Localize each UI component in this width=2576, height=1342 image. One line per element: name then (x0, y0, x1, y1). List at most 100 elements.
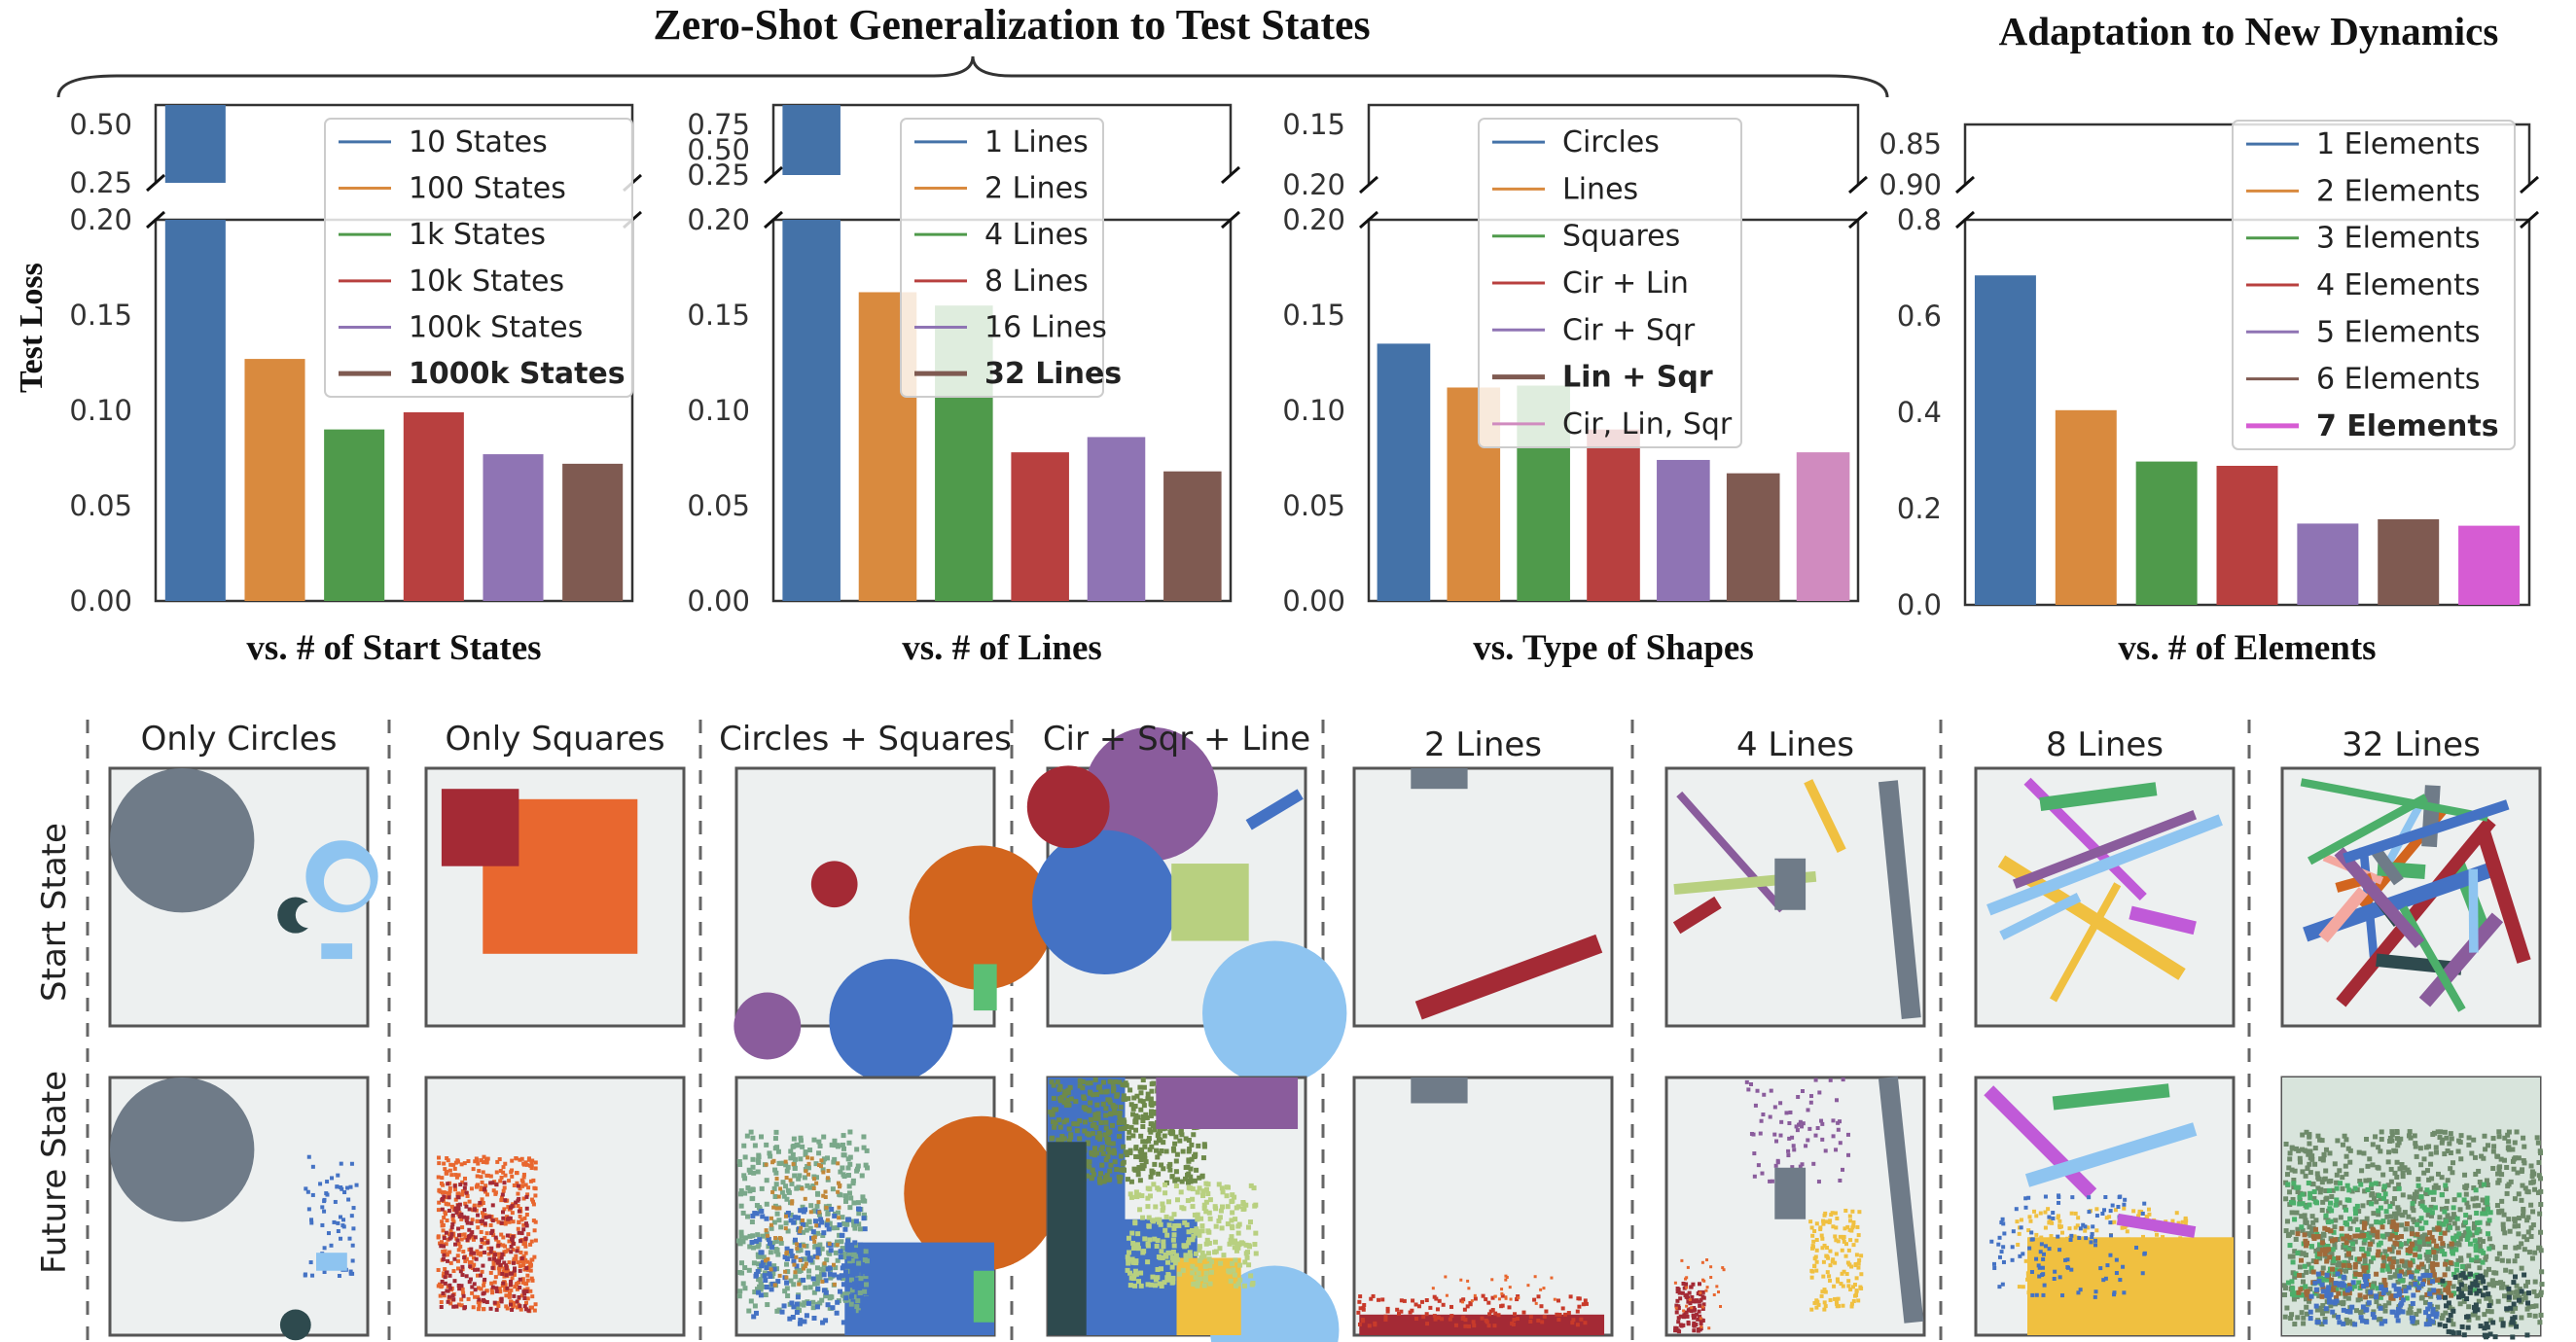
particle (2360, 1309, 2366, 1315)
particle (1105, 1147, 1111, 1152)
legend-label: Cir + Sqr (1562, 313, 1696, 347)
particle (736, 1293, 742, 1299)
particle (1504, 1296, 1508, 1300)
particle (1851, 1298, 1856, 1303)
particle (2329, 1193, 2335, 1199)
particle (1084, 1173, 1090, 1179)
particle (470, 1218, 475, 1222)
particle (771, 1158, 776, 1163)
particle (2357, 1272, 2363, 1278)
particle (1140, 1077, 1146, 1083)
particle (2440, 1278, 2446, 1284)
particle (2478, 1324, 2484, 1329)
particle (2395, 1306, 2401, 1312)
particle (767, 1261, 772, 1267)
particle (449, 1232, 454, 1237)
particle (841, 1146, 846, 1151)
particle (2288, 1316, 2294, 1322)
particle (1568, 1294, 1573, 1299)
particle (1453, 1323, 1458, 1327)
particle (448, 1286, 453, 1290)
particle (2368, 1289, 2374, 1295)
particle (2427, 1189, 2433, 1195)
particle (2413, 1144, 2418, 1149)
particle (2524, 1306, 2530, 1312)
particle (2421, 1241, 2427, 1247)
particle (837, 1289, 842, 1294)
particle (1836, 1296, 1841, 1301)
particle (1122, 1125, 1127, 1131)
particle (2462, 1172, 2468, 1178)
y-tick-label: 0.05 (1282, 489, 1345, 522)
particle (438, 1189, 443, 1194)
particle (772, 1283, 777, 1288)
particle (815, 1230, 821, 1236)
particle (789, 1181, 795, 1186)
particle (2425, 1212, 2431, 1218)
particle (2308, 1155, 2313, 1161)
particle (503, 1173, 508, 1178)
particle (1827, 1274, 1832, 1279)
particle (1515, 1297, 1520, 1302)
particle (490, 1265, 495, 1270)
particle (805, 1274, 811, 1280)
particle (1189, 1156, 1195, 1162)
particle (2420, 1273, 2426, 1279)
particle (783, 1183, 789, 1189)
particle (1844, 1272, 1849, 1277)
particle (473, 1294, 478, 1299)
particle (1082, 1128, 1088, 1134)
particle (444, 1230, 448, 1235)
particle (2528, 1225, 2534, 1231)
particle (2522, 1247, 2527, 1253)
shape-line (2399, 905, 2466, 1012)
particle (2429, 1210, 2435, 1216)
shape-line (1414, 934, 1603, 1020)
particle (2529, 1255, 2535, 1261)
axis-break-mark (1359, 175, 1378, 194)
particle (815, 1222, 821, 1228)
particle (827, 1295, 833, 1301)
particle (2026, 1195, 2031, 1200)
particle (1121, 1144, 1127, 1149)
particle (1770, 1179, 1774, 1183)
y-tick-label: 0.50 (687, 133, 750, 166)
particle (821, 1134, 827, 1140)
particle (776, 1218, 782, 1223)
particle (738, 1260, 744, 1266)
particle (529, 1160, 534, 1165)
particle (2425, 1236, 2431, 1242)
particle (2466, 1304, 2472, 1310)
particle (2126, 1237, 2130, 1242)
particle (841, 1252, 847, 1257)
particle (518, 1304, 522, 1309)
particle (519, 1256, 524, 1261)
particle (454, 1210, 459, 1215)
particle (1232, 1272, 1237, 1278)
particle (749, 1240, 755, 1246)
particle (2437, 1135, 2443, 1141)
particle (490, 1203, 495, 1208)
particle (488, 1250, 493, 1254)
particle (2319, 1282, 2325, 1288)
particle (339, 1185, 343, 1190)
y-tick-label: 0.15 (69, 299, 132, 332)
particle (1493, 1311, 1498, 1316)
particle (1759, 1118, 1764, 1123)
particle (2482, 1325, 2487, 1331)
particle (1220, 1204, 1226, 1210)
particle (2487, 1210, 2493, 1216)
particle (2367, 1235, 2373, 1241)
particle (817, 1210, 822, 1215)
particle (788, 1178, 793, 1183)
particle (330, 1176, 335, 1181)
particle (1686, 1320, 1691, 1324)
particle (1131, 1273, 1137, 1279)
particle (1851, 1243, 1856, 1248)
particle (792, 1215, 798, 1220)
particle (1138, 1283, 1144, 1289)
y-tick-label: 0.20 (1282, 168, 1345, 201)
particle (772, 1136, 778, 1142)
particle (1843, 1254, 1848, 1258)
